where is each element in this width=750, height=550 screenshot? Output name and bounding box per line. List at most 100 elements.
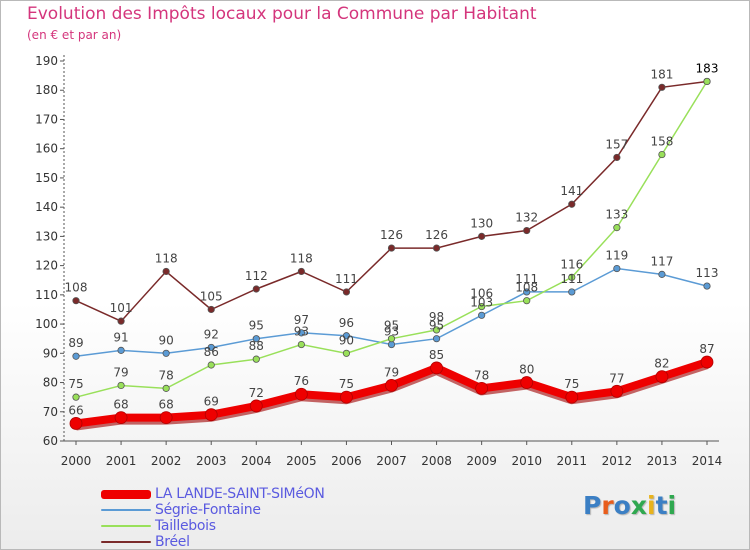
data-point	[613, 153, 621, 162]
data-point	[162, 349, 170, 357]
legend-label: Bréel	[155, 534, 190, 550]
data-label: 130	[470, 216, 493, 230]
series-s-grie-fontaine	[72, 264, 711, 360]
x-tick-label: 2009	[466, 454, 497, 468]
data-label: 181	[650, 67, 673, 81]
data-label: 95	[249, 319, 264, 333]
data-point	[297, 329, 305, 337]
data-point	[162, 384, 170, 392]
data-point	[703, 282, 711, 290]
data-label: 126	[380, 228, 403, 242]
data-point	[387, 335, 396, 343]
data-point	[568, 200, 576, 208]
data-point	[297, 267, 305, 276]
data-label: 116	[560, 257, 583, 271]
x-tick-label: 2003	[196, 454, 227, 468]
data-label: 132	[515, 211, 538, 225]
data-label: 68	[113, 398, 128, 412]
data-label: 66	[68, 403, 83, 417]
data-label: 108	[65, 281, 88, 295]
data-point	[72, 297, 80, 305]
data-point	[523, 288, 531, 296]
data-label: 101	[110, 301, 133, 315]
legend-item: LA LANDE-SAINT-SIMéON	[101, 486, 325, 502]
data-point	[700, 355, 714, 369]
data-point	[658, 150, 666, 159]
x-tick-label: 2000	[61, 454, 92, 468]
data-point	[72, 393, 80, 401]
y-tick-label: 190	[35, 54, 58, 68]
data-label: 97	[294, 313, 309, 327]
legend-label: LA LANDE-SAINT-SIMéON	[155, 486, 325, 502]
chart-title: Evolution des Impôts locaux pour la Comm…	[27, 4, 537, 24]
data-point	[523, 226, 531, 235]
data-point	[297, 340, 305, 349]
data-point	[475, 381, 489, 395]
data-point	[613, 264, 621, 273]
data-label: 126	[425, 228, 448, 242]
chart-legend: LA LANDE-SAINT-SIMéON Ségrie-Fontaine Tail…	[101, 486, 325, 550]
data-point	[207, 305, 215, 314]
data-point	[252, 335, 260, 343]
legend-item: Taillebois	[101, 518, 325, 534]
data-point	[162, 267, 170, 276]
y-tick-label: 70	[43, 405, 58, 419]
y-tick-label: 60	[43, 434, 58, 448]
data-point	[69, 417, 83, 430]
data-point	[252, 285, 260, 293]
data-point	[478, 232, 486, 240]
data-label: 75	[564, 377, 579, 391]
data-point	[117, 317, 125, 325]
data-label: 75	[68, 377, 83, 391]
data-point	[294, 387, 308, 401]
data-label: 92	[204, 327, 219, 341]
data-label: 119	[605, 249, 628, 263]
data-point	[72, 352, 80, 360]
data-point	[340, 390, 353, 404]
data-point	[385, 379, 398, 392]
data-point	[430, 361, 443, 375]
x-tick-label: 2001	[106, 454, 137, 468]
x-tick-label: 2007	[376, 454, 407, 468]
data-label: 72	[249, 386, 264, 400]
data-point	[114, 411, 128, 425]
x-tick-label: 2014	[692, 454, 723, 468]
data-label: 103	[470, 295, 493, 309]
data-point	[703, 77, 711, 86]
data-point	[159, 411, 173, 425]
x-tick-label: 2005	[286, 454, 317, 468]
data-label: 87	[699, 342, 714, 356]
y-tick-label: 140	[35, 200, 58, 214]
data-point	[387, 244, 396, 252]
y-tick-label: 120	[35, 259, 58, 273]
data-label: 80	[519, 363, 534, 377]
data-label: 111	[560, 272, 583, 286]
data-label: 90	[339, 333, 354, 347]
data-point	[207, 361, 215, 369]
series-br-el	[72, 77, 711, 325]
data-label: 158	[650, 135, 673, 149]
x-tick-label: 2013	[647, 454, 678, 468]
data-label: 95	[384, 319, 399, 333]
legend-label: Taillebois	[155, 518, 216, 534]
data-label: 78	[159, 368, 174, 382]
data-label: 77	[609, 371, 624, 385]
data-point	[252, 355, 260, 363]
data-point	[387, 340, 396, 349]
data-label: 86	[204, 345, 219, 359]
legend-label: Ségrie-Fontaine	[155, 502, 261, 518]
y-tick-label: 150	[35, 171, 58, 185]
data-label: 141	[560, 184, 583, 198]
data-label: 68	[159, 398, 174, 412]
data-label: 90	[159, 333, 174, 347]
x-tick-label: 2011	[557, 454, 588, 468]
data-point	[478, 311, 486, 319]
data-label: 88	[249, 339, 264, 353]
data-point	[523, 297, 531, 305]
data-label: 106	[470, 287, 493, 301]
data-label: 157	[605, 137, 628, 151]
data-label: 96	[339, 316, 354, 330]
data-point	[204, 408, 218, 422]
data-point	[568, 288, 576, 296]
